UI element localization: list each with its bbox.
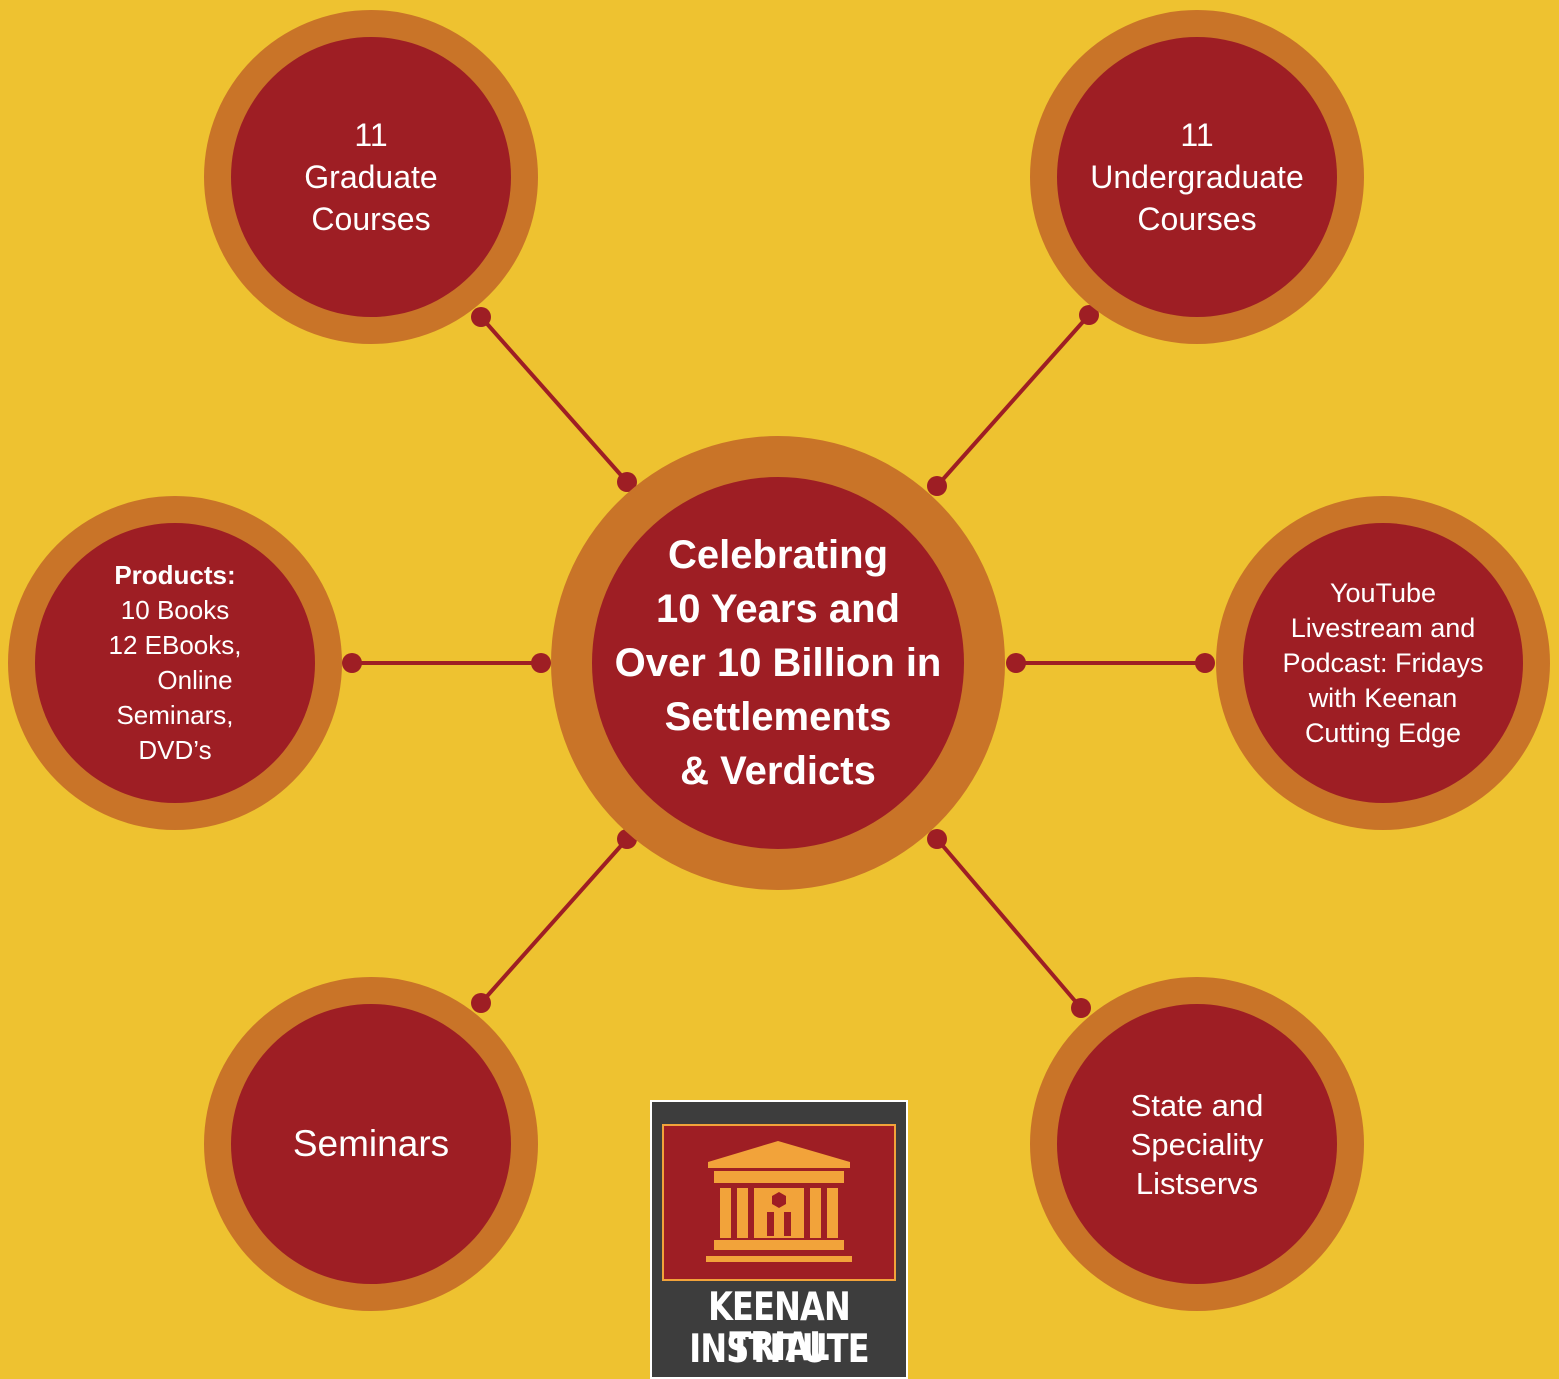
products-line: Online [157, 665, 233, 695]
connector-dot [1071, 998, 1091, 1018]
logo-panel [662, 1124, 896, 1281]
products-circle [35, 523, 315, 803]
youtube-label: YouTube Livestream and Podcast: Fridays … [1263, 573, 1503, 753]
connector-graduate [479, 315, 629, 484]
connector-dot [927, 476, 947, 496]
youtube-line: Cutting Edge [1304, 717, 1462, 748]
center-label: Celebrating 10 Years and Over 10 Billion… [578, 463, 978, 863]
connector-dot [471, 307, 491, 327]
connector-dot [1006, 653, 1026, 673]
connector-listservs [935, 837, 1083, 1010]
products-heading: Products: [114, 560, 236, 590]
youtube-line: Podcast: Fridays [1282, 647, 1484, 678]
logo-line-2: INSTITUTE [689, 1327, 869, 1372]
connector-undergraduate [935, 313, 1091, 488]
logo-line-1: KEENAN TRIAL [708, 1285, 851, 1370]
connector-dot [617, 472, 637, 492]
products-line: DVD’s [138, 735, 212, 765]
products-line: 10 Books [120, 595, 230, 625]
connector-seminars [479, 837, 629, 1005]
center-line: Settlements [664, 695, 892, 739]
listservs-circle [1057, 1004, 1337, 1284]
connectors [342, 305, 1215, 1018]
seminars-label: Seminars [251, 1114, 491, 1174]
undergraduate-label: 11 Undergraduate Courses [1072, 97, 1322, 257]
center-line: Celebrating [667, 533, 889, 577]
center-circle [592, 477, 964, 849]
graduate-count: 11 [354, 117, 388, 153]
connector-dot [927, 829, 947, 849]
connector-dot [342, 653, 362, 673]
center-line: 10 Years and [656, 587, 900, 631]
youtube-line: YouTube [1329, 577, 1437, 608]
listservs-label: State and Speciality Listservs [1087, 1084, 1307, 1204]
products-line: 12 EBooks, [108, 630, 242, 660]
connector-dot [1195, 653, 1215, 673]
graduate-circle [231, 37, 511, 317]
undergraduate-line: Undergraduate [1090, 159, 1304, 195]
graduate-label: 11 Graduate Courses [251, 97, 491, 257]
youtube-line: Livestream and [1290, 612, 1476, 643]
connector-dot [531, 653, 551, 673]
center-line: & Verdicts [680, 749, 876, 793]
products-line: Seminars, [116, 700, 234, 730]
center-line: Over 10 Billion in [614, 641, 942, 685]
seminars-line: Seminars [292, 1123, 450, 1164]
listservs-line: State and [1130, 1087, 1264, 1123]
graduate-line: Graduate [304, 159, 438, 195]
products-label: Products: 10 Books 12 EBooks, Online Sem… [75, 555, 275, 771]
listservs-line: Speciality [1130, 1126, 1264, 1162]
youtube-circle [1243, 523, 1523, 803]
undergraduate-circle [1057, 37, 1337, 317]
seminars-circle [231, 1004, 511, 1284]
youtube-line: with Keenan [1308, 682, 1458, 713]
connector-dot [471, 993, 491, 1013]
connector-dot [1079, 305, 1099, 325]
undergraduate-count: 11 [1180, 117, 1214, 153]
keenan-trial-institute-logo: KEENAN TRIAL INSTITUTE [650, 1100, 908, 1379]
courthouse-icon [706, 1141, 852, 1262]
graduate-line: Courses [311, 201, 431, 237]
listservs-line: Listservs [1135, 1165, 1259, 1201]
undergraduate-line: Courses [1137, 201, 1257, 237]
